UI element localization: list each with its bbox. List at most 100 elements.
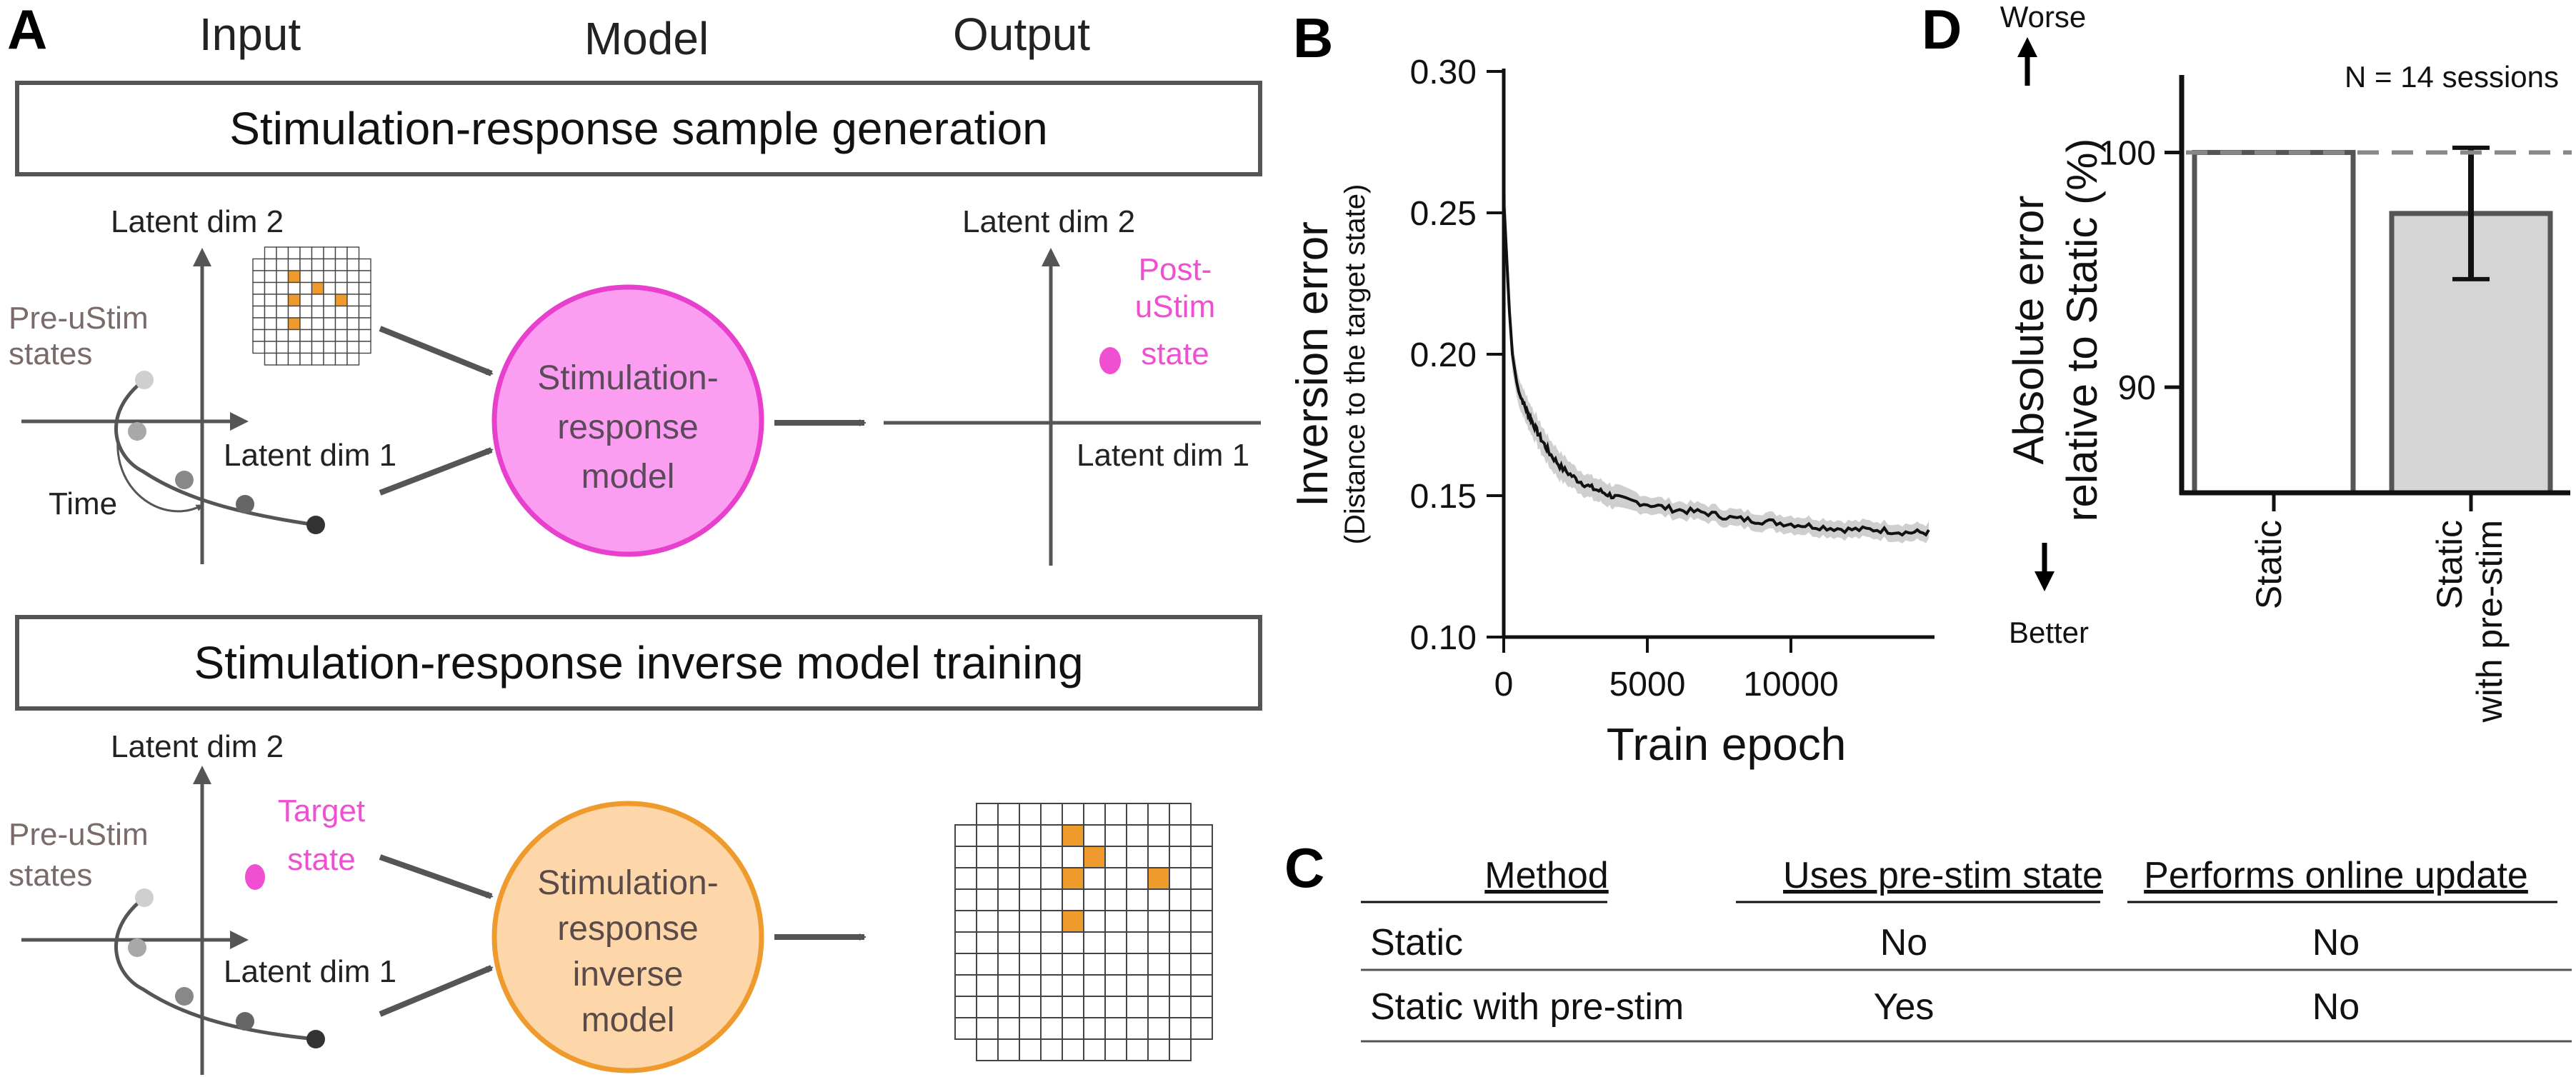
- section1-title: Stimulation-response sample generation: [229, 103, 1048, 154]
- input-arrow: [379, 326, 494, 376]
- grid-cell: [976, 888, 999, 911]
- grid-cell: [1169, 974, 1192, 997]
- model2-label-4: model: [581, 1001, 675, 1039]
- grid-cell: [334, 281, 348, 295]
- grid-cell: [1083, 824, 1106, 847]
- pre-ustim-label: Pre-uStim: [9, 817, 149, 852]
- series-line-mean: [1502, 199, 1930, 537]
- grid-cell: [264, 317, 277, 331]
- grid-cell: [1169, 1017, 1192, 1040]
- target-label-2: state: [287, 842, 355, 877]
- grid-cell: [1019, 931, 1042, 954]
- grid-cell: [954, 974, 977, 997]
- table-cell-online: No: [2312, 986, 2360, 1028]
- grid-cell: [358, 305, 371, 319]
- grid-cell: [1104, 1038, 1127, 1061]
- stimulated-electrode: [334, 294, 348, 307]
- grid-cell: [276, 270, 289, 284]
- state-point: [306, 516, 325, 534]
- bar-static: [2192, 149, 2356, 496]
- grid-cell: [1062, 953, 1084, 976]
- table-header-prestim: Uses pre-stim state: [1783, 855, 2103, 896]
- grid-cell: [358, 270, 371, 284]
- post-ustim-label-1: Post-: [1139, 252, 1212, 287]
- grid-cell: [252, 294, 266, 307]
- y-axis-label: Inversion error: [1288, 221, 1337, 507]
- grid-cell: [299, 317, 313, 331]
- grid-cell: [1190, 867, 1213, 890]
- y-axis-label: Absolute error: [2005, 196, 2052, 465]
- grid-cell: [299, 329, 313, 342]
- grid-cell: [997, 953, 1020, 976]
- grid-cell: [1104, 803, 1127, 826]
- grid-cell: [276, 305, 289, 319]
- grid-cell: [1062, 974, 1084, 997]
- grid-cell: [276, 258, 289, 271]
- x-tick-label: 10000: [1743, 666, 1838, 703]
- model2-label-2: response: [557, 910, 698, 948]
- grid-cell: [976, 910, 999, 933]
- grid-cell: [1062, 1038, 1084, 1061]
- grid-cell: [1083, 996, 1106, 1018]
- state-point: [236, 1012, 254, 1031]
- grid-cell: [1019, 1017, 1042, 1040]
- grid-cell: [1019, 996, 1042, 1018]
- grid-cell: [954, 888, 977, 911]
- grid-cell: [1104, 1017, 1127, 1040]
- grid-cell: [252, 281, 266, 295]
- grid-cell: [264, 246, 277, 260]
- grid-cell: [1083, 867, 1106, 890]
- model2-label-1: Stimulation-: [537, 864, 718, 902]
- grid-cell: [1147, 824, 1170, 847]
- grid-cell: [1126, 846, 1149, 868]
- y-tick-label: 0.15: [1410, 478, 1477, 516]
- grid-cell: [334, 270, 348, 284]
- n-sessions-annotation: N = 14 sessions: [2345, 60, 2559, 94]
- grid-cell: [252, 258, 266, 271]
- input-arrow: [379, 854, 494, 899]
- pre-ustim-label: Pre-uStim: [9, 301, 149, 336]
- grid-cell: [1147, 996, 1170, 1018]
- grid-cell: [311, 329, 324, 342]
- grid-cell: [264, 341, 277, 354]
- grid-cell: [976, 1038, 999, 1061]
- grid-cell: [264, 329, 277, 342]
- grid-cell: [1126, 888, 1149, 911]
- grid-cell: [299, 352, 313, 366]
- stimulation-response-inverse-model: [491, 801, 764, 1073]
- grid-cell: [1040, 1017, 1063, 1040]
- grid-cell: [1040, 888, 1063, 911]
- grid-cell: [299, 270, 313, 284]
- input-axes-2: [21, 766, 249, 1075]
- grid-cell: [954, 1017, 977, 1040]
- table-header-method: Method: [1484, 855, 1608, 896]
- y-tick-label: 0.10: [1410, 619, 1477, 657]
- col-model-label: Model: [584, 13, 709, 64]
- time-label: Time: [49, 486, 117, 521]
- grid-cell: [1190, 996, 1213, 1018]
- grid-cell: [323, 329, 336, 342]
- panel-d-letter: D: [1922, 0, 1962, 61]
- grid-cell: [1083, 803, 1106, 826]
- grid-cell: [1104, 996, 1127, 1018]
- grid-cell: [346, 258, 360, 271]
- grid-cell: [323, 305, 336, 319]
- grid-cell: [1019, 803, 1042, 826]
- grid-cell: [1126, 1017, 1149, 1040]
- state-trajectory: [114, 896, 316, 1041]
- stimulated-electrode: [1062, 824, 1084, 847]
- grid-cell: [323, 352, 336, 366]
- x-tick-label-line: with pre-stim: [2470, 520, 2510, 723]
- grid-cell: [1126, 1038, 1149, 1061]
- grid-cell: [287, 329, 301, 342]
- stim-grid-large: [954, 803, 1213, 1061]
- grid-cell: [954, 910, 977, 933]
- grid-cell: [1104, 910, 1127, 933]
- grid-cell: [1169, 846, 1192, 868]
- grid-cell: [346, 329, 360, 342]
- grid-cell: [334, 341, 348, 354]
- stimulated-electrode: [287, 270, 301, 284]
- post-ustim-label-2: uStim: [1135, 289, 1215, 324]
- grid-cell: [1040, 931, 1063, 954]
